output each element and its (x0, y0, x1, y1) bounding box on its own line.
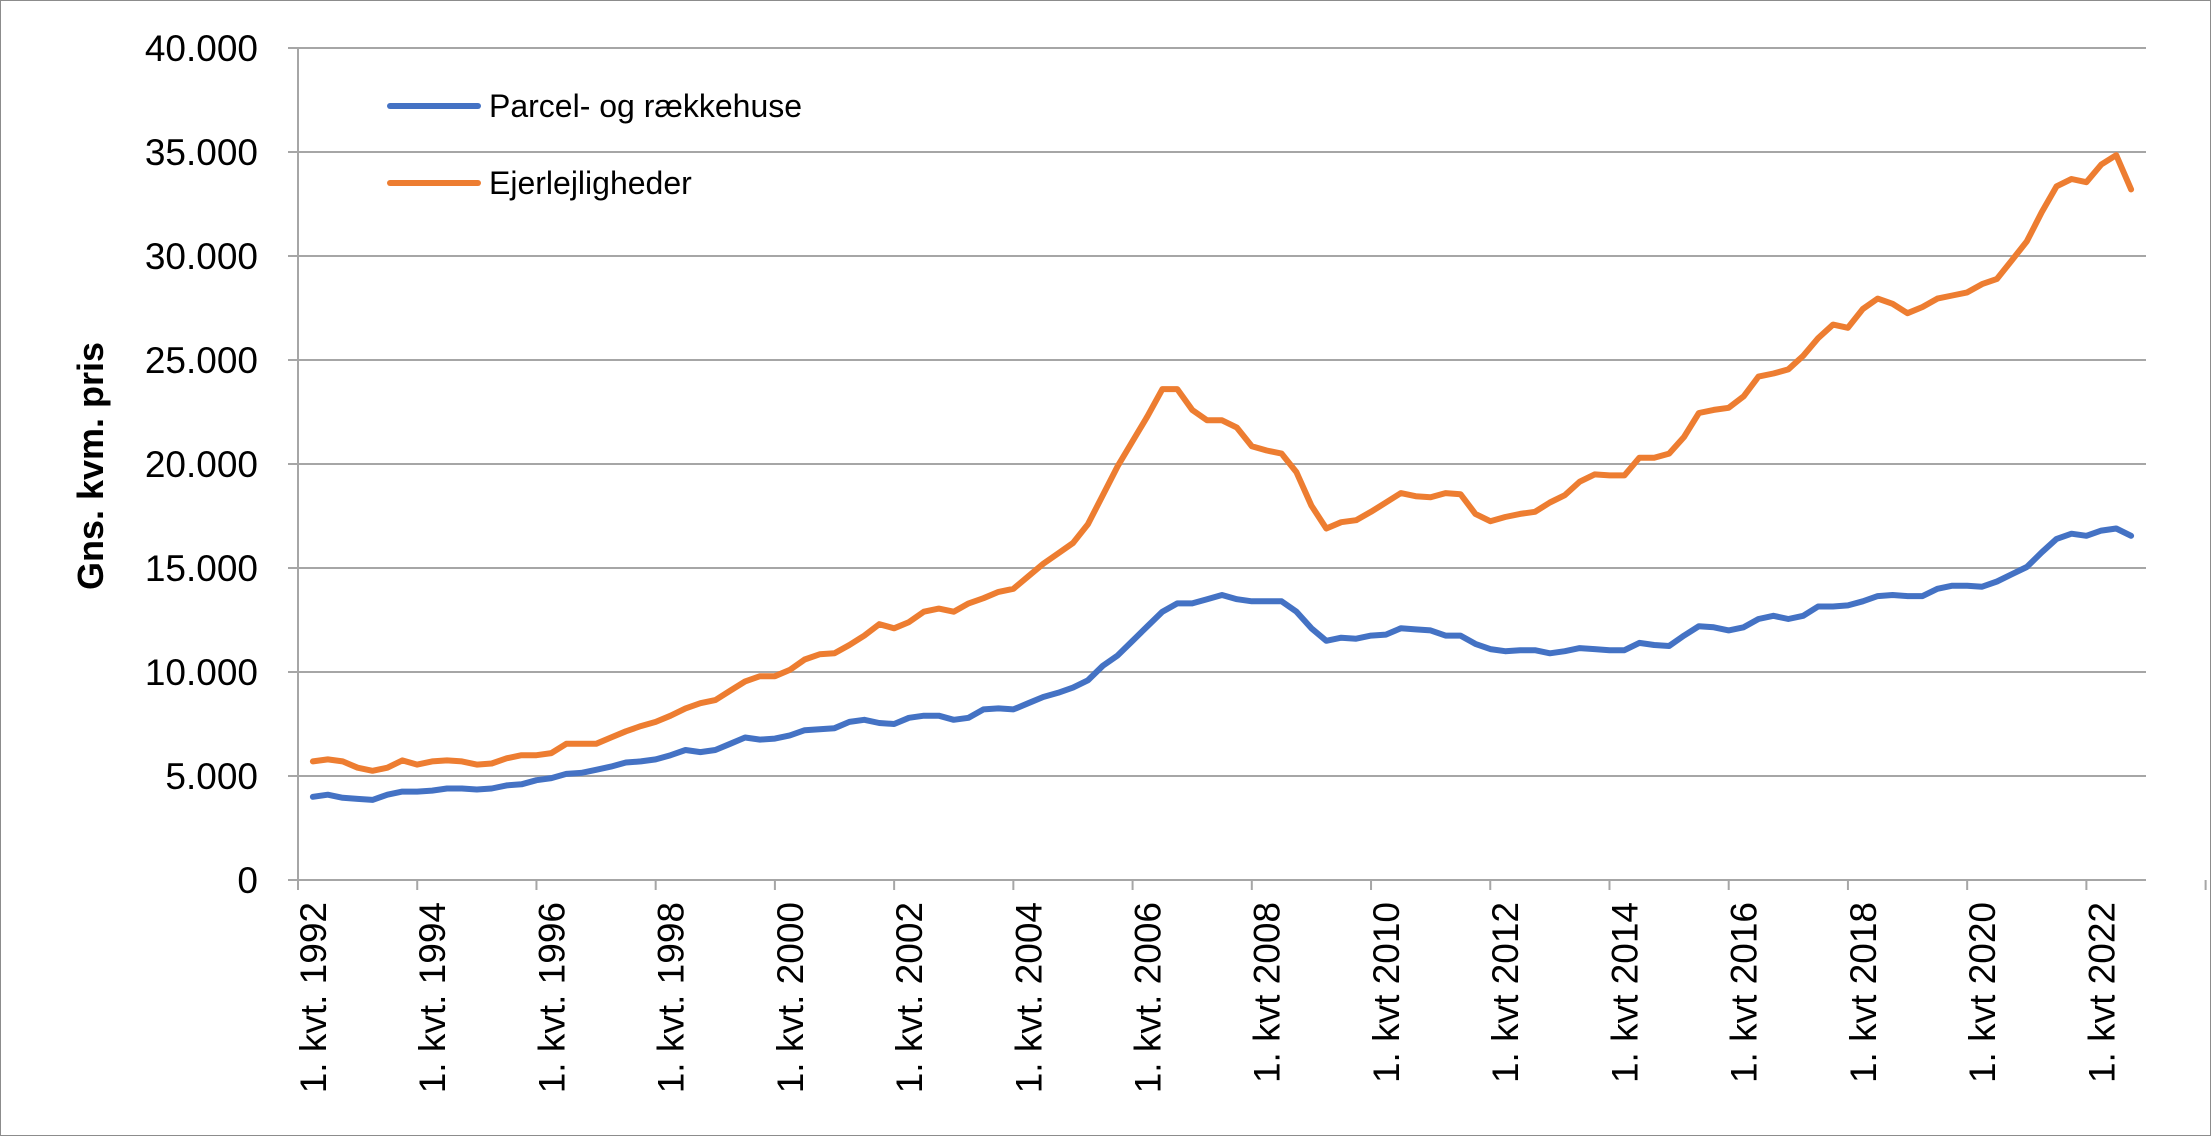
x-tick-label-5: 1. kvt. 2002 (889, 902, 930, 1093)
x-tick-label-10: 1. kvt 2012 (1485, 902, 1526, 1083)
x-tick-label-1: 1. kvt. 1994 (412, 902, 453, 1093)
y-tick-label-5: 25.000 (145, 340, 258, 381)
series-lines (309, 152, 2135, 803)
y-tick-label-8: 40.000 (145, 28, 258, 69)
x-tick-label-12: 1. kvt 2016 (1724, 902, 1765, 1083)
x-tick-label-0: 1. kvt. 1992 (293, 902, 334, 1093)
x-tick-label-14: 1. kvt 2020 (1962, 902, 2003, 1083)
x-tick-label-9: 1. kvt 2010 (1366, 902, 1407, 1083)
y-tick-label-0: 0 (237, 860, 258, 901)
series-line-0 (309, 525, 2135, 803)
legend: Parcel- og rækkehuse Ejerlejligheder (387, 88, 802, 201)
legend-label-0: Parcel- og rækkehuse (489, 88, 802, 124)
x-tick-label-11: 1. kvt 2014 (1604, 902, 1645, 1083)
y-tick-label-4: 20.000 (145, 444, 258, 485)
y-tick-label-1: 5.000 (165, 756, 258, 797)
series-line-1 (309, 152, 2135, 774)
x-tick-label-2: 1. kvt. 1996 (531, 902, 572, 1093)
x-tick-label-3: 1. kvt. 1998 (651, 902, 692, 1093)
legend-label-1: Ejerlejligheder (489, 165, 692, 201)
axes (288, 47, 2207, 890)
x-tick-label-8: 1. kvt 2008 (1247, 902, 1288, 1083)
y-tick-label-3: 15.000 (145, 548, 258, 589)
x-tick-label-6: 1. kvt. 2004 (1008, 902, 1049, 1093)
gridlines (298, 47, 2146, 777)
x-tick-label-13: 1. kvt 2018 (1843, 902, 1884, 1083)
y-tick-label-6: 30.000 (145, 236, 258, 277)
y-tick-labels: 0 5.000 10.000 15.000 20.000 25.000 30.000 35.0… (145, 28, 258, 901)
y-tick-label-2: 10.000 (145, 652, 258, 693)
x-tick-labels: 1. kvt. 1992 1. kvt. 1994 1. kvt. 1996 1. k… (293, 902, 2122, 1093)
x-tick-label-7: 1. kvt. 2006 (1127, 902, 1168, 1093)
x-tick-label-15: 1. kvt 2022 (2081, 902, 2122, 1083)
y-axis-label: Gns. kvm. pris (70, 342, 111, 590)
x-tick-label-4: 1. kvt. 2000 (770, 902, 811, 1093)
y-tick-label-7: 35.000 (145, 132, 258, 173)
